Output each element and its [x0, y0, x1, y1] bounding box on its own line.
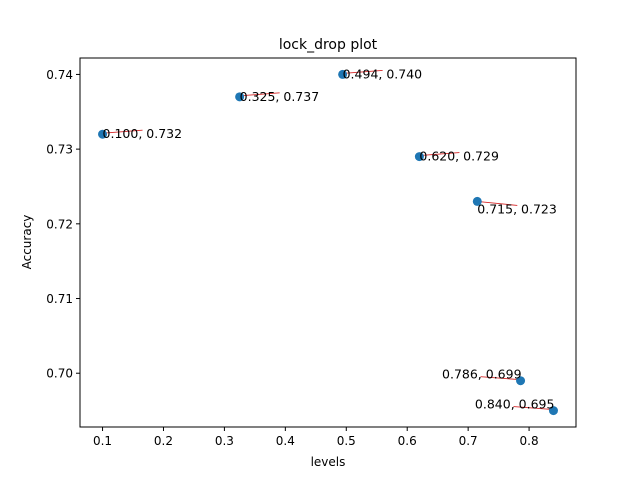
y-tick-label: 0.71 — [46, 292, 73, 306]
y-tick-label: 0.74 — [46, 68, 73, 82]
scatter-point — [338, 69, 348, 79]
scatter-point — [98, 129, 108, 139]
data-points — [98, 69, 558, 416]
point-label: 0.494, 0.740 — [343, 66, 423, 81]
plot-area-frame — [79, 57, 577, 428]
leader-line — [419, 152, 460, 157]
scatter-point — [548, 406, 558, 416]
point-labels: 0.100, 0.732 0.325, 0.737 0.494, 0.740 0.62… — [103, 66, 557, 411]
point-label: 0.620, 0.729 — [419, 149, 499, 164]
x-tick-label: 0.2 — [154, 434, 173, 448]
scatter-point — [516, 376, 526, 386]
scatter-point — [414, 152, 424, 162]
leader-line — [477, 200, 518, 206]
x-axis-label: levels — [311, 455, 346, 469]
leader-line — [239, 92, 280, 97]
y-axis-label: Accuracy — [20, 215, 34, 270]
y-tick-label: 0.72 — [46, 217, 73, 231]
point-label: 0.715, 0.723 — [477, 201, 557, 216]
leader-line — [513, 406, 554, 411]
x-tick-label: 0.6 — [398, 434, 417, 448]
x-tick-label: 0.3 — [215, 434, 234, 448]
x-tick-label: 0.4 — [276, 434, 295, 448]
y-tick-label: 0.73 — [46, 143, 73, 157]
point-label: 0.840, 0.695 — [475, 397, 555, 412]
point-label: 0.786, 0.699 — [442, 367, 522, 382]
scatter-point — [472, 196, 482, 206]
x-tick-label: 0.5 — [337, 434, 356, 448]
leader-line — [480, 376, 521, 381]
chart-title: lock_drop plot — [279, 37, 378, 53]
scatter-point — [235, 92, 245, 102]
y-tick-label: 0.70 — [46, 367, 73, 381]
x-tick-label: 0.8 — [520, 434, 539, 448]
x-tick-label: 0.1 — [93, 434, 112, 448]
x-axis-ticks: 0.1 0.2 0.3 0.4 0.5 0.6 0.7 0.8 — [93, 427, 539, 448]
leader-line — [102, 129, 143, 134]
leader-line — [342, 69, 383, 74]
leader-lines — [102, 69, 554, 411]
y-axis-ticks: 0.70 0.71 0.72 0.73 0.74 — [46, 68, 80, 381]
point-label: 0.100, 0.732 — [103, 126, 183, 141]
x-tick-label: 0.7 — [459, 434, 478, 448]
point-label: 0.325, 0.737 — [240, 89, 320, 104]
